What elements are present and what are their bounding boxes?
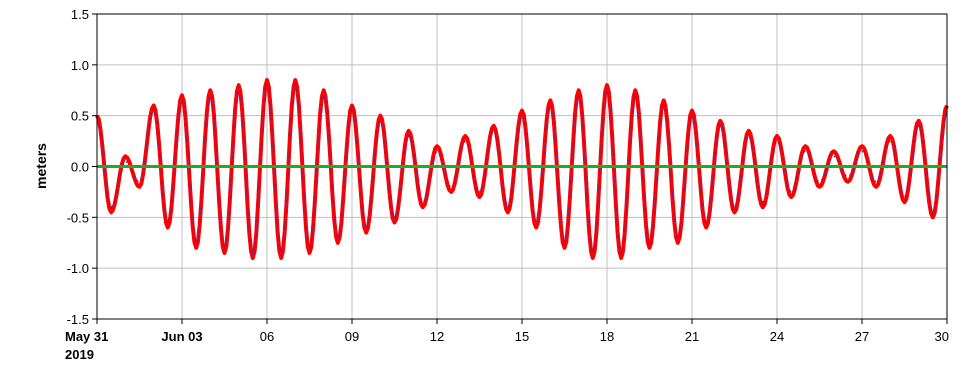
x-tick-label: 18 [600, 329, 614, 344]
series-layer [95, 78, 949, 260]
x-tick-label: May 31 [65, 329, 108, 344]
y-axis-label: meters [33, 143, 49, 189]
x-tick-label: 30 [935, 329, 949, 344]
x-tick-label: 09 [345, 329, 359, 344]
x-tick-sublabel: 2019 [65, 347, 94, 362]
x-tick-label: 12 [430, 329, 444, 344]
y-tick-label: -1.0 [67, 261, 89, 276]
x-tick-label: 21 [685, 329, 699, 344]
y-tick-label: 0.5 [71, 109, 89, 124]
y-tick-label: 1.0 [71, 58, 89, 73]
x-tick-label: 06 [260, 329, 274, 344]
y-tick-label: 0.0 [71, 160, 89, 175]
y-axis: 1.5 1.0 0.5 0.0 -0.5 -1.0 -1.5 [67, 7, 97, 327]
y-tick-label: -0.5 [67, 210, 89, 225]
series-line-0 [95, 78, 949, 260]
y-tick-label: 1.5 [71, 7, 89, 22]
x-tick-label: 27 [855, 329, 869, 344]
x-tick-label: 15 [515, 329, 529, 344]
series-line-1 [96, 82, 948, 256]
x-axis: May 31 2019 Jun 03 06 09 12 15 18 21 24 27 30 [65, 319, 949, 362]
x-tick-label: Jun 03 [161, 329, 202, 344]
y-tick-label: -1.5 [67, 312, 89, 327]
x-tick-label: 24 [770, 329, 784, 344]
